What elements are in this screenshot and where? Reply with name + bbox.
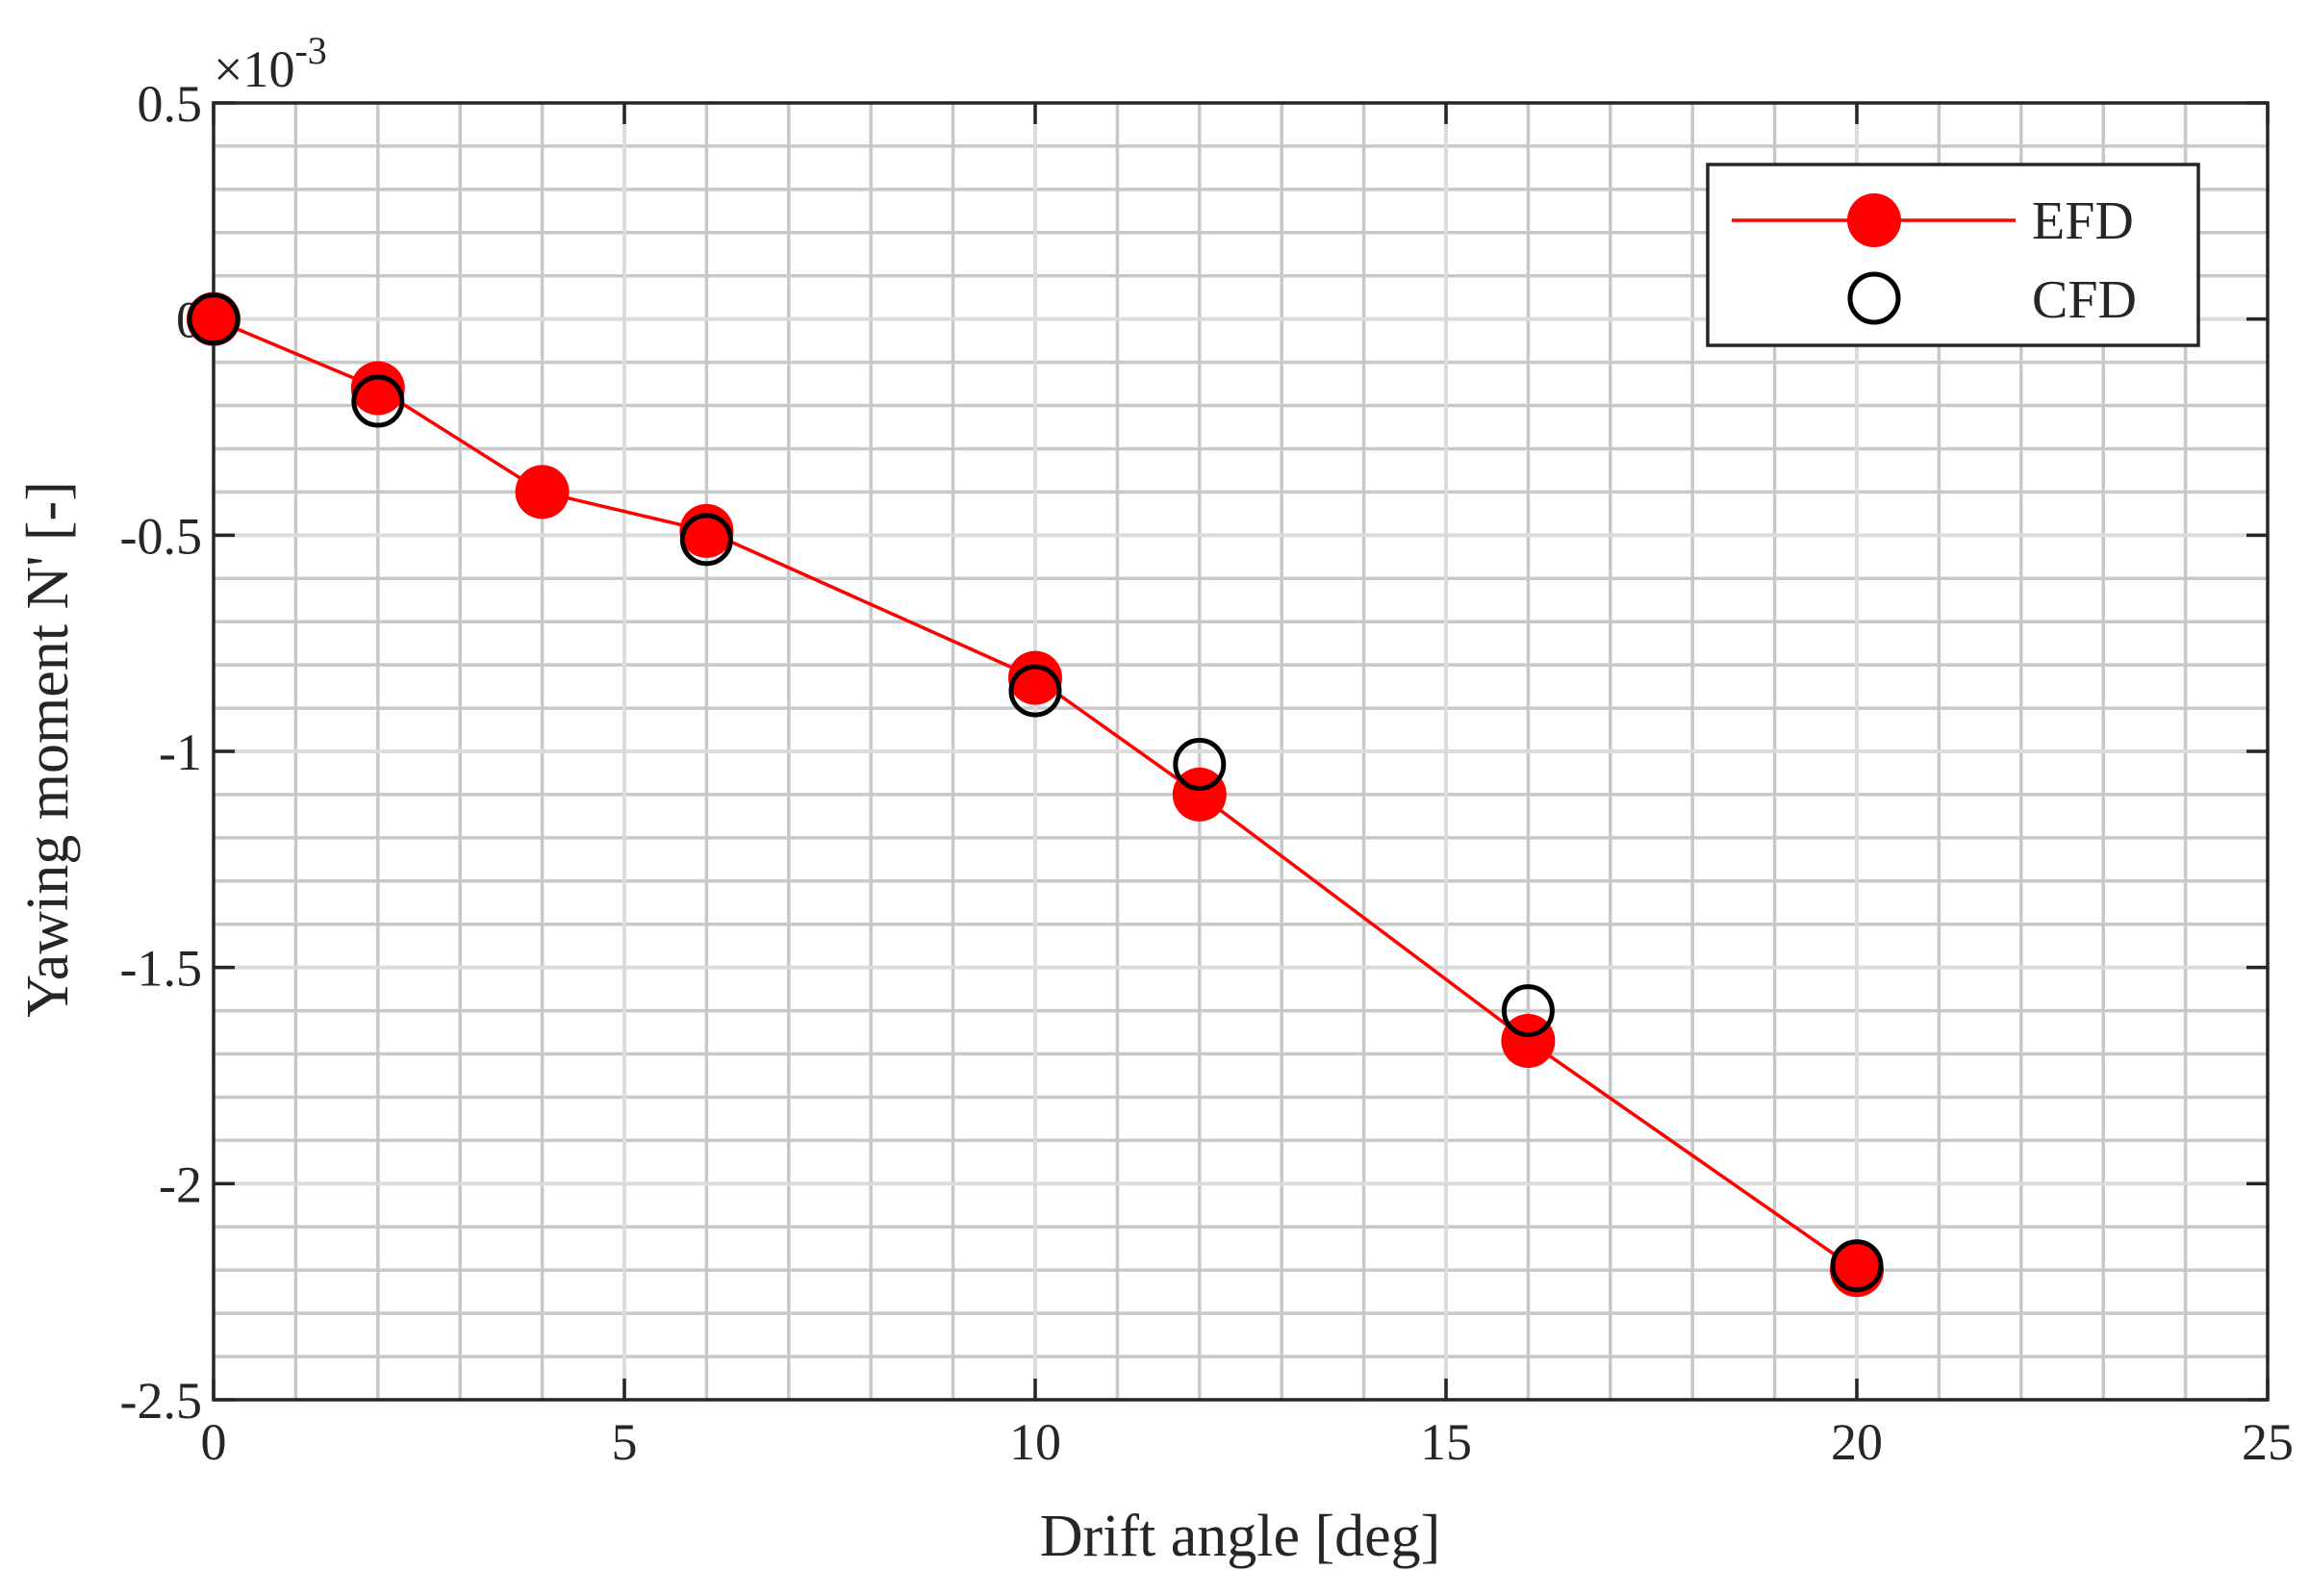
y-axis-exponent-power: -3 (294, 29, 326, 72)
x-tick-label: 0 (201, 1413, 227, 1471)
cfd-marker (187, 292, 241, 346)
y-tick-label: 0.5 (138, 75, 203, 133)
y-axis-exponent-base: ×10 (214, 40, 294, 98)
y-tick-label: -1 (159, 723, 202, 781)
legend: EFD CFD (1706, 163, 2200, 347)
cfd-marker (351, 374, 405, 428)
series-layer (187, 291, 1884, 1298)
efd-marker (679, 503, 734, 558)
x-tick-label: 25 (2242, 1413, 2294, 1471)
y-tick-labels: 0.50-0.5-1-1.5-2-2.5 (120, 75, 202, 1430)
efd-marker (515, 465, 570, 519)
legend-cfd-marker (1847, 271, 1901, 325)
cfd-marker (1173, 737, 1227, 791)
y-tick-label: -2 (159, 1155, 202, 1213)
efd-marker (1008, 650, 1062, 705)
efd-series-line (213, 317, 1859, 1272)
cfd-marker (1008, 664, 1062, 718)
cfd-marker (679, 513, 733, 567)
x-tick-label: 20 (1831, 1413, 1883, 1471)
legend-efd-marker (1847, 193, 1901, 247)
y-tick-label: -1.5 (120, 940, 202, 998)
cfd-marker (1830, 1239, 1884, 1293)
efd-marker (1501, 1014, 1556, 1069)
major-grid (214, 103, 2268, 1400)
x-tick-label: 5 (612, 1413, 638, 1471)
efd-marker (350, 361, 405, 416)
y-tick-label: -2.5 (120, 1372, 202, 1430)
y-axis-label: Yawing moment N' [-] (15, 481, 81, 1018)
x-tick-label: 10 (1009, 1413, 1061, 1471)
y-tick-label: -0.5 (120, 507, 202, 565)
legend-efd-label: EFD (2032, 191, 2134, 251)
x-tick-label: 15 (1420, 1413, 1472, 1471)
cfd-marker (1501, 984, 1555, 1038)
efd-marker (187, 291, 241, 346)
x-tick-labels: 0 5 10 15 20 25 (201, 1413, 2295, 1471)
plot-frame (212, 101, 2270, 1402)
legend-cfd-label: CFD (2032, 270, 2137, 330)
x-axis-label: Drift angle [deg] (1040, 1504, 1441, 1569)
y-axis-exponent: ×10-3 (214, 29, 327, 98)
legend-box (1706, 163, 2200, 347)
efd-marker (1172, 767, 1227, 822)
